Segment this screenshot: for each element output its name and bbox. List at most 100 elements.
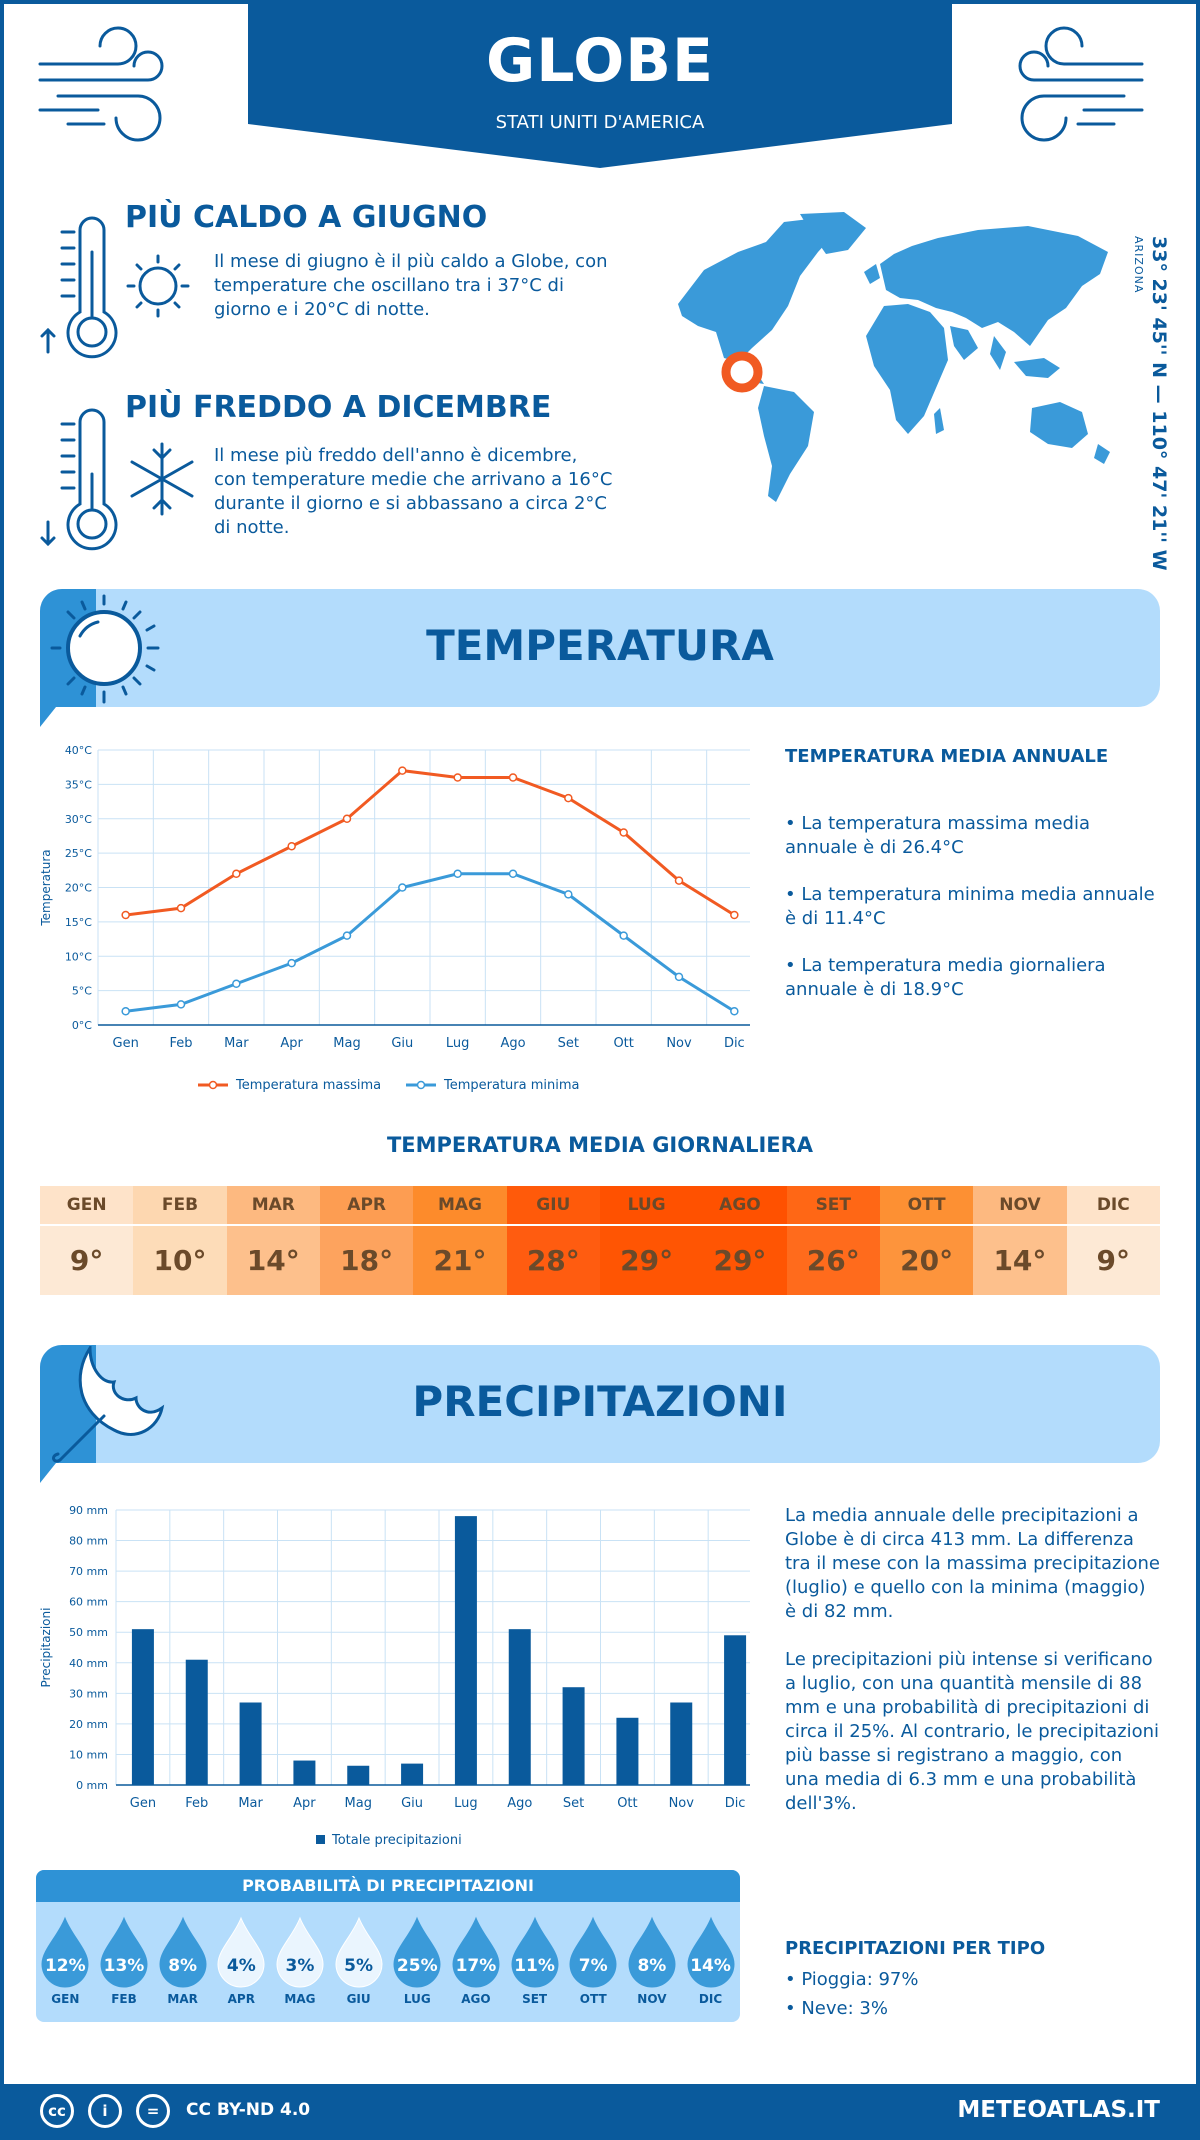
legend-label: Totale precipitazioni — [331, 1833, 462, 1848]
data-point — [342, 814, 352, 823]
y-tick-label: 70 mm — [69, 1565, 108, 1578]
daily-temp-value: 21° — [413, 1224, 507, 1295]
daily-temp-month: AGO — [693, 1186, 787, 1224]
daily-temp-month: OTT — [879, 1186, 974, 1224]
data-point — [121, 1007, 130, 1016]
y-tick-label: 20°C — [65, 882, 92, 895]
x-tick-label: Nov — [666, 1036, 692, 1051]
y-tick-label: 30 mm — [69, 1687, 108, 1700]
y-tick-label: 10 mm — [69, 1748, 108, 1761]
precipitation-type-rain: • Pioggia: 97% — [785, 1969, 919, 1990]
drop-shape — [628, 1916, 676, 1988]
y-tick-label: 20 mm — [69, 1718, 108, 1731]
x-tick-label: Nov — [669, 1796, 695, 1811]
data-point — [730, 910, 739, 920]
drop-month: APR — [227, 1992, 255, 2006]
x-tick-label: Mar — [238, 1796, 263, 1811]
precip-bar — [185, 1659, 208, 1785]
x-tick-label: Ago — [507, 1796, 532, 1811]
legend-swatch — [316, 1835, 325, 1844]
daily-temp-value: 18° — [319, 1224, 414, 1295]
daily-temp-cell: OTT 20° — [879, 1186, 974, 1295]
drop-shape — [100, 1916, 148, 1988]
drop-month: LUG — [403, 1992, 431, 2006]
probability-drop: 13% FEB — [97, 1916, 151, 2006]
daily-temp-month: DIC — [1066, 1186, 1160, 1224]
probability-drop: 7% OTT — [566, 1916, 620, 2006]
y-tick-label: 40°C — [65, 744, 92, 757]
x-tick-label: Feb — [169, 1036, 192, 1051]
site-link[interactable]: METEOATLAS.IT — [957, 2097, 1160, 2123]
drop-month: OTT — [579, 1992, 607, 2006]
license-label: CC BY-ND 4.0 — [186, 2100, 311, 2120]
daily-temp-value: 26° — [786, 1224, 880, 1295]
drop-value: 25% — [396, 1956, 438, 1976]
x-tick-label: Gen — [130, 1796, 156, 1811]
drop-month: SET — [522, 1992, 548, 2006]
daily-temp-value: 29° — [693, 1224, 787, 1295]
y-tick-label: 80 mm — [69, 1535, 108, 1548]
series-line — [125, 872, 736, 1013]
data-point — [674, 876, 684, 885]
daily-temp-value: 9° — [1066, 1224, 1160, 1295]
data-point — [508, 773, 518, 782]
x-tick-label: Mag — [345, 1796, 372, 1811]
data-point — [232, 979, 241, 988]
x-tick-label: Apr — [293, 1796, 316, 1811]
y-tick-label: 30°C — [65, 813, 92, 826]
daily-temp-cell: FEB 10° — [133, 1186, 227, 1295]
x-tick-label: Gen — [113, 1036, 139, 1051]
annual-temp-bullet-min: • La temperatura minima media annuale è … — [785, 884, 1155, 929]
x-tick-label: Ott — [613, 1036, 633, 1051]
drop-shape — [276, 1916, 324, 1988]
daily-temp-month: MAG — [413, 1186, 507, 1224]
probability-drop: 5% GIU — [332, 1916, 386, 2006]
data-point — [398, 883, 407, 892]
by-icon: i — [88, 2094, 122, 2128]
probability-drop: 4% APR — [214, 1916, 268, 2006]
drop-shape — [159, 1916, 207, 1988]
drop-icon: 12% — [38, 1916, 92, 1988]
data-point — [176, 903, 186, 913]
legend-label: Temperatura minima — [443, 1078, 580, 1093]
drop-month: GIU — [346, 1992, 371, 2006]
drop-icon: 13% — [97, 1916, 151, 1988]
temperature-chart: 0°C 5°C 10°C 15°C 20°C 25°C 30°C 35°C 40°C Gen Feb… — [39, 744, 750, 1093]
drop-month: MAG — [284, 1992, 316, 2006]
wind-icon — [38, 26, 164, 142]
series-line — [125, 769, 736, 917]
probability-drop: 17% AGO — [449, 1916, 503, 2006]
drop-value: 12% — [44, 1956, 86, 1976]
hottest-title: PIÙ CALDO A GIUGNO — [125, 200, 488, 235]
location-marker — [721, 351, 763, 393]
precip-bar — [562, 1687, 585, 1785]
drop-value: 8% — [637, 1956, 667, 1976]
probability-drop: 3% MAG — [273, 1916, 327, 2006]
y-tick-label: 40 mm — [69, 1657, 108, 1670]
y-tick-label: 0°C — [72, 1019, 92, 1032]
daily-temp-cell: NOV 14° — [973, 1186, 1067, 1295]
x-tick-label: Set — [558, 1036, 579, 1051]
precipitation-text-2: Le precipitazioni più intense si verific… — [785, 1649, 1160, 1814]
precip-bar — [347, 1765, 370, 1785]
precip-bar — [724, 1635, 747, 1785]
drop-shape — [511, 1916, 559, 1988]
daily-temp-cell: SET 26° — [786, 1186, 880, 1295]
temperature-title: TEMPERATURA — [426, 621, 774, 670]
thermometer-hot-icon — [40, 216, 190, 359]
drop-icon: 8% — [156, 1916, 210, 1988]
annual-temp-bullet-max: • La temperatura massima media annuale è… — [785, 813, 1091, 858]
drop-value: 11% — [514, 1956, 555, 1976]
x-tick-label: Dic — [724, 1036, 745, 1051]
wind-icon — [1018, 26, 1144, 142]
drop-shape — [452, 1916, 500, 1988]
data-point — [674, 972, 684, 982]
drop-value: 13% — [103, 1956, 145, 1976]
data-point — [453, 773, 462, 782]
x-tick-label: Set — [563, 1796, 584, 1811]
daily-temp-month: NOV — [973, 1186, 1067, 1224]
drop-month: MAR — [167, 1992, 198, 2006]
y-tick-label: 90 mm — [69, 1504, 108, 1517]
daily-temp-month: GEN — [40, 1186, 134, 1224]
data-point — [287, 958, 296, 968]
